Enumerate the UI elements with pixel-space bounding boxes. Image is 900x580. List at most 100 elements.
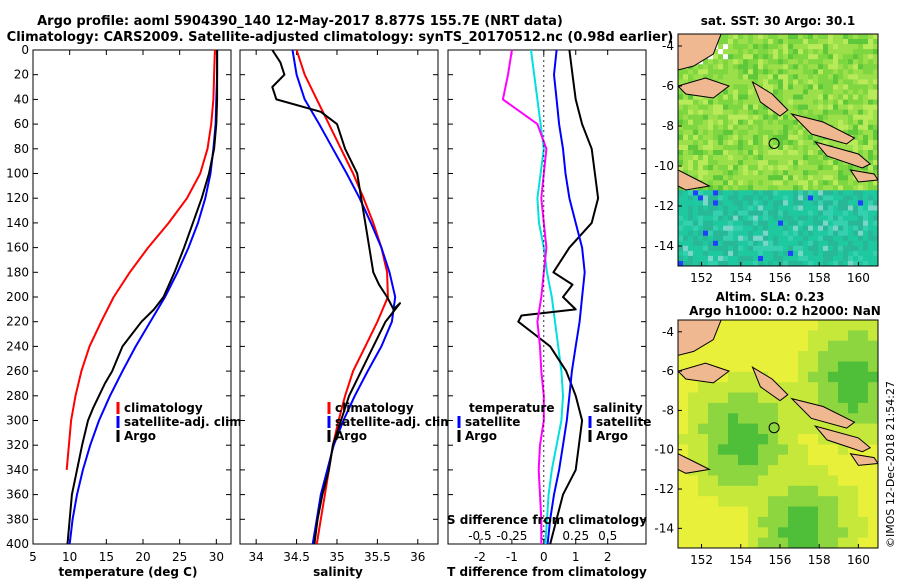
map-cell	[838, 39, 844, 45]
map-cell	[743, 185, 749, 191]
map-cell	[778, 195, 784, 201]
map-cell	[693, 195, 699, 201]
map-cell	[743, 54, 749, 60]
map-cell	[873, 39, 878, 45]
map-cell	[788, 200, 794, 206]
map-cell	[873, 64, 878, 70]
map-cell	[873, 250, 878, 257]
map-cell	[868, 124, 874, 131]
map-cell	[803, 155, 809, 161]
map-cell	[758, 69, 764, 75]
map-cell	[843, 220, 849, 227]
map-cell	[763, 235, 769, 242]
map-cell	[703, 210, 709, 217]
map-cell	[768, 361, 779, 373]
map-cell	[768, 240, 774, 247]
map-cell	[808, 434, 819, 445]
map-cell	[723, 79, 729, 85]
map-cell	[818, 44, 824, 50]
map-cell	[863, 240, 869, 247]
map-cell	[703, 139, 709, 146]
map-cell	[743, 59, 749, 65]
map-cell	[778, 44, 784, 50]
map-cell	[728, 94, 734, 101]
map-cell	[818, 64, 824, 70]
map-cell	[823, 255, 829, 262]
map-cell	[758, 210, 764, 217]
map-cell	[723, 94, 729, 101]
map-cell	[778, 506, 789, 518]
map-cell	[838, 89, 844, 96]
map-cell	[718, 250, 724, 257]
map-cell	[693, 225, 699, 232]
map-cell	[683, 261, 689, 266]
map-cell	[853, 205, 859, 212]
map-cell	[848, 195, 854, 201]
map-cell	[868, 165, 874, 171]
map-cell	[873, 129, 878, 136]
map-cell	[858, 109, 864, 116]
map-cell	[758, 220, 764, 227]
map-y-tick-label: -6	[662, 79, 674, 93]
map-cell	[828, 175, 834, 181]
map-cell	[828, 104, 834, 111]
map-cell	[798, 537, 809, 548]
map-cell	[843, 210, 849, 217]
map-cell	[698, 160, 704, 166]
map-cell	[748, 54, 754, 60]
map-cell	[808, 250, 814, 257]
map-cell	[818, 496, 829, 508]
map-cell	[803, 139, 809, 146]
map-cell	[768, 371, 779, 383]
map-cell	[678, 230, 684, 237]
map-cell	[783, 195, 789, 201]
map-cell	[758, 230, 764, 237]
temperature-frame	[32, 49, 232, 545]
map-cell	[873, 99, 878, 106]
map-cell	[773, 79, 779, 85]
map-cell	[793, 220, 799, 227]
map-cell	[813, 89, 819, 96]
map-cell	[853, 220, 859, 227]
map-cell	[768, 119, 774, 126]
map-cell	[863, 190, 869, 196]
map-cell	[698, 250, 704, 257]
map-cell	[793, 119, 799, 126]
map-cell	[693, 74, 699, 80]
map-x-tick-label: 160	[847, 553, 870, 567]
map-cell	[808, 444, 819, 456]
map-cell	[798, 423, 809, 435]
map-cell	[863, 124, 869, 131]
map-cell	[818, 134, 824, 141]
map-cell	[758, 361, 769, 373]
map-cell	[713, 175, 719, 181]
map-cell	[843, 190, 849, 196]
map-cell	[708, 175, 714, 181]
temperature-lines	[65, 50, 219, 544]
map-cell	[868, 413, 878, 425]
map-cell	[793, 79, 799, 85]
map-cell	[693, 200, 699, 206]
map-cell	[793, 54, 799, 60]
map-cell	[858, 89, 864, 96]
map-cell	[768, 114, 774, 121]
map-cell	[678, 423, 689, 435]
map-cell	[693, 175, 699, 181]
map-cell	[783, 79, 789, 85]
map-cell	[788, 114, 794, 121]
map-cell	[748, 230, 754, 237]
map-cell	[748, 475, 759, 487]
map-cell	[713, 69, 719, 75]
map-cell	[703, 74, 709, 80]
map-cell	[788, 119, 794, 126]
map-cell	[798, 54, 804, 60]
map-cell	[818, 250, 824, 257]
map-cell	[813, 150, 819, 156]
map-cell	[818, 235, 824, 242]
map-cell	[728, 170, 734, 176]
map-cell	[723, 245, 729, 252]
map-cell	[788, 124, 794, 131]
map-cell	[823, 190, 829, 196]
map-cell	[798, 104, 804, 111]
y-tick-label: 200	[6, 290, 29, 304]
